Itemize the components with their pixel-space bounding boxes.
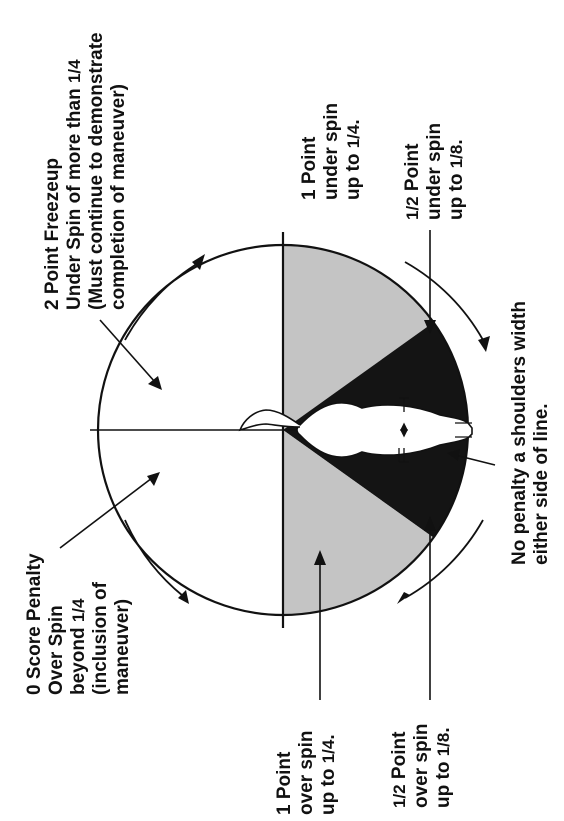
svg-text:over spin: over spin [296,731,317,815]
horse-top-view-icon [238,402,473,458]
zone-1-point-under-spin [283,245,434,430]
label-half-point-under: 1/2 Point under spin up to 1/8. [402,123,467,220]
penalty-zones [283,245,469,615]
half-under-line1: Point [402,143,423,191]
svg-text:up to 1/4.: up to 1/4. [343,119,364,200]
svg-text:up to 1/8.: up to 1/8. [433,727,454,808]
one-over-fraction: 1/4 [319,739,338,763]
svg-text:up to 1/8.: up to 1/8. [446,139,467,220]
two-point-line1: 2 Point Freezeup [42,158,63,310]
two-point-fraction: 1/4 [65,59,84,83]
label-no-penalty: No penalty a shoulders width either side… [509,301,552,565]
zone-half-point-under-spin [283,322,469,430]
arc-arrow-bottom-left [124,519,184,597]
arc-arrow-bottom-right [404,519,484,599]
half-over-fraction-2: 1/8 [434,733,453,757]
half-over-line1: Point [389,731,410,779]
shoulder-width-markers [398,397,409,463]
zero-penalty-line2: Over Spin [46,605,67,695]
zero-penalty-line4: (inclusion of [90,581,111,695]
svg-text:Under Spin of more than 1/4: Under Spin of more than 1/4 [64,59,85,310]
svg-text:1/2 Point: 1/2 Point [402,143,423,220]
zero-penalty-line5: maneuver) [112,599,133,695]
half-over-fraction: 1/2 [390,784,409,808]
half-under-fraction-2: 1/8 [447,145,466,169]
arc-arrow-top-right [404,261,484,341]
svg-text:(Must continue to demonstrate: (Must continue to demonstrate [86,32,107,310]
svg-text:either side of line.: either side of line. [531,403,552,565]
svg-text:under spin: under spin [321,103,342,200]
svg-text:completion of maneuver): completion of maneuver) [108,84,129,310]
zero-penalty-fraction: 1/4 [69,598,88,622]
svg-text:(inclusion of: (inclusion of [90,581,111,695]
no-penalty-line1: No penalty a shoulders width [509,301,530,565]
two-point-line3: (Must continue to demonstrate [86,32,107,310]
leader-arrows [59,230,496,700]
label-one-point-over: 1 Point over spin up to 1/4. [274,731,339,815]
label-half-point-over: 1/2 Point over spin up to 1/8. [389,724,454,808]
svg-text:under spin: under spin [424,123,445,220]
svg-text:1 Point: 1 Point [274,751,295,815]
half-under-fraction: 1/2 [403,196,422,220]
zero-penalty-line3: beyond [68,627,89,695]
zone-half-point-over-spin [283,430,468,538]
one-over-line2: over spin [296,731,317,815]
svg-text:over spin: over spin [411,724,432,808]
zero-penalty-line1: 0 Score Penalty [24,553,45,695]
half-under-line2: under spin [424,123,445,220]
half-under-line3: up to [446,174,467,220]
svg-text:Over Spin: Over Spin [46,605,67,695]
one-under-line3: up to [343,154,364,200]
one-over-line1: 1 Point [274,751,295,815]
svg-text:beyond 1/4: beyond 1/4 [68,598,89,695]
two-point-line4: completion of maneuver) [108,84,129,310]
svg-text:up to 1/4.: up to 1/4. [318,734,339,815]
svg-text:2 Point Freezeup: 2 Point Freezeup [42,158,63,310]
one-over-line3: up to [318,769,339,815]
svg-text:No penalty a shoulders width: No penalty a shoulders width [509,301,530,565]
arc-arrow-top-left [124,261,201,341]
one-under-line2: under spin [321,103,342,200]
svg-text:1/2 Point: 1/2 Point [389,731,410,808]
svg-text:1 Point: 1 Point [299,136,320,200]
svg-text:0 Score Penalty: 0 Score Penalty [24,553,45,695]
one-under-line1: 1 Point [299,136,320,200]
label-zero-penalty: 0 Score Penalty Over Spin beyond 1/4 (in… [24,553,133,695]
label-two-point-freezeup: 2 Point Freezeup Under Spin of more than… [42,32,129,310]
half-over-line3: up to [433,762,454,808]
no-penalty-line2: either side of line. [531,403,552,565]
direction-arrows [124,254,490,604]
svg-text:maneuver): maneuver) [112,599,133,695]
label-one-point-under: 1 Point under spin up to 1/4. [299,103,364,200]
half-over-line2: over spin [411,724,432,808]
one-under-fraction: 1/4 [344,124,363,148]
two-point-line2: Under Spin of more than [64,88,85,310]
